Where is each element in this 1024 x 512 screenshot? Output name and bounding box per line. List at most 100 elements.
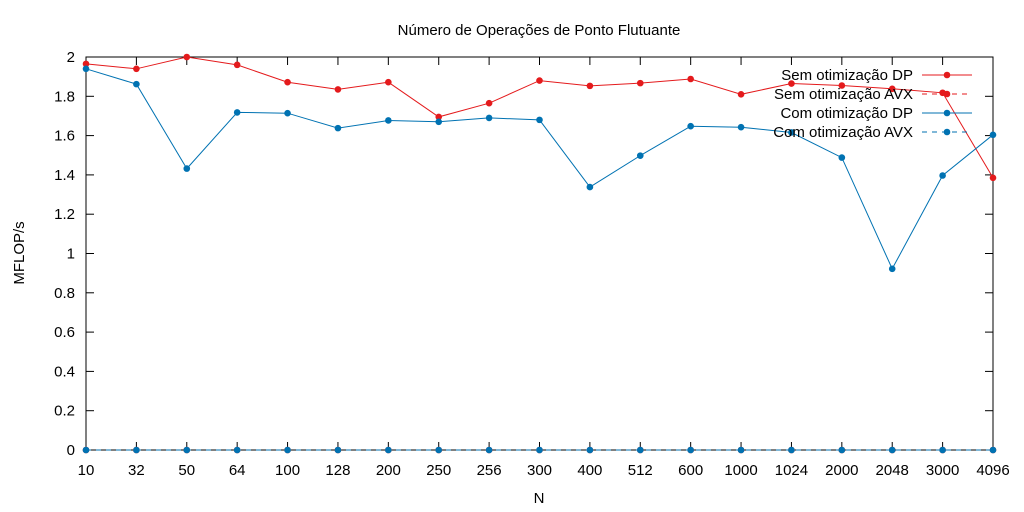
data-point — [485, 99, 493, 107]
x-tick-label: 2000 — [825, 462, 858, 479]
x-tick-label: 600 — [678, 462, 703, 479]
data-point — [687, 122, 694, 130]
data-point — [435, 446, 443, 454]
series-1 — [82, 53, 997, 182]
data-point — [133, 80, 140, 88]
data-point — [586, 446, 594, 454]
series-3 — [82, 65, 997, 273]
x-tick-label: 10 — [78, 462, 95, 479]
legend-point-sample — [943, 128, 951, 136]
data-point — [334, 86, 342, 93]
y-axis-label: MFLOP/s — [11, 221, 28, 284]
data-point — [687, 75, 694, 83]
y-tick-label: 0.4 — [54, 363, 75, 380]
data-point — [939, 446, 946, 454]
y-tick-label: 2 — [67, 49, 75, 66]
x-axis: 10 32 50 64 100 128 200 250 256 300 400 512 600 1000 1… — [78, 57, 1010, 479]
data-point — [838, 82, 846, 89]
data-point — [183, 165, 191, 172]
legend-point-sample — [943, 109, 951, 117]
x-tick-label: 100 — [275, 462, 300, 479]
data-point — [788, 446, 795, 454]
y-tick-label: 1.4 — [54, 167, 75, 184]
data-point — [788, 80, 795, 87]
data-point — [888, 85, 896, 93]
y-tick-label: 0.2 — [54, 403, 75, 420]
data-point — [939, 172, 946, 179]
data-point — [485, 114, 493, 122]
x-tick-label: 512 — [628, 462, 653, 479]
data-point — [636, 446, 644, 454]
data-point — [838, 446, 846, 454]
data-point — [183, 446, 191, 454]
data-point — [989, 174, 997, 182]
legend-label: Sem otimização DP — [781, 67, 913, 84]
data-point — [385, 117, 392, 124]
y-tick-label: 0.6 — [54, 324, 75, 341]
x-tick-label: 256 — [477, 462, 502, 479]
data-point — [82, 65, 90, 73]
data-point — [687, 446, 694, 454]
data-point — [586, 82, 594, 90]
data-point — [133, 446, 140, 454]
data-point — [133, 65, 140, 73]
data-point — [536, 446, 543, 454]
chart-title: Número de Operações de Ponto Flutuante — [398, 22, 681, 39]
data-point — [989, 446, 997, 454]
data-point — [284, 78, 291, 86]
data-point — [636, 79, 644, 87]
data-point — [233, 61, 241, 69]
x-tick-label: 1000 — [724, 462, 757, 479]
x-tick-label: 32 — [128, 462, 145, 479]
data-point — [536, 77, 543, 84]
y-tick-label: 1.8 — [54, 88, 75, 105]
legend-label: Com otimização DP — [780, 105, 913, 122]
x-axis-label: N — [534, 490, 545, 507]
x-tick-label: 50 — [178, 462, 195, 479]
legend-point-sample — [943, 90, 951, 98]
data-point — [284, 109, 291, 117]
data-point — [888, 265, 896, 273]
data-point — [536, 116, 543, 124]
y-tick-label: 1.2 — [54, 206, 75, 223]
data-point — [435, 118, 443, 126]
y-tick-label: 1.6 — [54, 128, 75, 145]
data-point — [385, 446, 392, 454]
data-point — [636, 152, 644, 159]
data-point — [82, 446, 90, 454]
y-tick-label: 1 — [67, 246, 75, 263]
x-tick-label: 1024 — [775, 462, 808, 479]
data-point — [838, 154, 846, 161]
x-tick-label: 4096 — [976, 462, 1009, 479]
legend-point-sample — [943, 71, 951, 79]
x-tick-label: 3000 — [926, 462, 959, 479]
data-point — [334, 124, 342, 132]
data-point — [737, 123, 745, 131]
legend-label: Sem otimização AVX — [774, 86, 913, 103]
legend-label: Com otimização AVX — [773, 124, 913, 141]
data-point — [737, 446, 745, 454]
data-point — [284, 446, 291, 454]
series-4 — [82, 446, 997, 454]
data-point — [737, 91, 745, 98]
y-tick-label: 0.8 — [54, 285, 75, 302]
data-point — [334, 446, 342, 454]
data-point — [183, 53, 191, 61]
legend: Sem otimização DP Sem otimização AVX Com o… — [773, 67, 972, 141]
data-point — [586, 183, 594, 191]
series-layer — [82, 53, 997, 454]
data-point — [435, 113, 443, 121]
x-tick-label: 2048 — [876, 462, 909, 479]
data-point — [233, 109, 241, 116]
y-axis: 0 0.2 0.4 0.6 0.8 1 1.2 1.4 1.6 1.8 2 — [54, 49, 993, 459]
x-tick-label: 300 — [527, 462, 552, 479]
data-point — [233, 446, 241, 454]
data-point — [888, 446, 896, 454]
x-tick-label: 400 — [577, 462, 602, 479]
x-tick-label: 250 — [426, 462, 451, 479]
x-tick-label: 64 — [229, 462, 246, 479]
y-tick-label: 0 — [67, 442, 75, 459]
data-point — [989, 131, 997, 139]
data-point — [385, 78, 392, 86]
